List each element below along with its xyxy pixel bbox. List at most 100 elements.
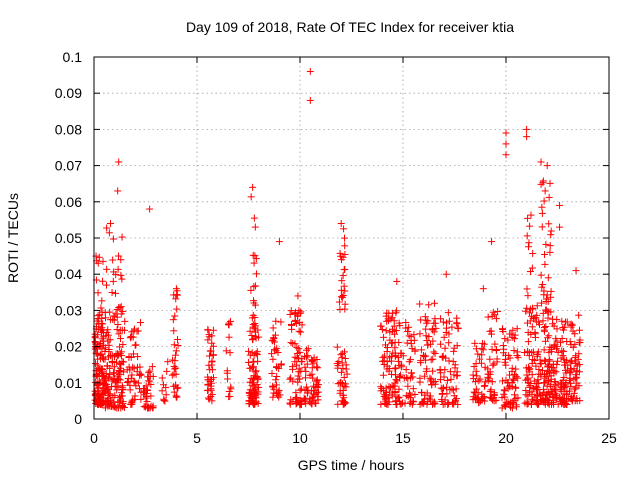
data-point — [309, 393, 317, 401]
data-point — [250, 297, 258, 305]
data-point — [402, 366, 410, 374]
data-point — [335, 298, 343, 306]
data-point — [144, 373, 152, 381]
data-point — [537, 372, 545, 380]
data-point — [523, 133, 531, 141]
data-point — [523, 319, 531, 327]
data-point — [251, 390, 259, 398]
data-point — [443, 319, 451, 327]
data-point — [393, 377, 401, 385]
x-tick-label: 15 — [395, 430, 411, 446]
data-point — [539, 385, 547, 393]
data-point — [441, 344, 449, 352]
y-tick-label: 0.06 — [55, 194, 82, 210]
data-point — [470, 388, 478, 396]
data-point — [410, 331, 418, 339]
data-point — [552, 395, 560, 403]
data-point — [300, 394, 308, 402]
data-point — [204, 336, 212, 344]
x-tick-label: 10 — [292, 430, 308, 446]
data-point — [481, 397, 489, 405]
data-point — [501, 387, 509, 395]
data-point — [249, 323, 257, 331]
data-point — [101, 314, 109, 322]
data-point — [288, 363, 296, 371]
data-point — [528, 359, 536, 367]
data-point — [116, 326, 124, 334]
data-point — [470, 363, 478, 371]
data-point — [533, 311, 541, 319]
data-point — [296, 309, 304, 317]
data-point — [528, 264, 536, 272]
data-point — [93, 344, 101, 352]
data-point — [209, 342, 217, 350]
data-point — [407, 340, 415, 348]
data-point — [536, 391, 544, 399]
data-point — [534, 400, 542, 408]
data-point — [274, 349, 282, 357]
data-point — [522, 307, 530, 315]
data-point — [270, 385, 278, 393]
data-point — [251, 282, 259, 290]
data-point — [253, 381, 261, 389]
data-point — [541, 187, 549, 195]
data-point — [502, 400, 510, 408]
data-point — [472, 345, 480, 353]
data-point — [524, 328, 532, 336]
data-point — [540, 291, 548, 299]
data-point — [566, 338, 574, 346]
data-point — [538, 283, 546, 291]
data-point — [341, 287, 349, 295]
data-point — [113, 379, 121, 387]
data-point — [575, 326, 583, 334]
data-point — [471, 378, 479, 386]
data-point — [526, 268, 534, 276]
data-point — [478, 351, 486, 359]
data-point — [126, 386, 134, 394]
data-point — [116, 360, 124, 368]
data-point — [287, 374, 295, 382]
data-point — [384, 343, 392, 351]
data-point — [205, 331, 213, 339]
data-point — [547, 308, 555, 316]
data-point — [484, 370, 492, 378]
data-point — [508, 364, 516, 372]
data-point — [117, 367, 125, 375]
data-point — [492, 347, 500, 355]
data-points — [91, 67, 584, 412]
data-point — [340, 265, 348, 273]
data-point — [103, 401, 111, 409]
y-tick-label: 0.04 — [55, 266, 82, 282]
data-point — [454, 325, 462, 333]
data-point — [556, 339, 564, 347]
data-point — [502, 151, 510, 159]
data-point — [383, 400, 391, 408]
data-point — [524, 374, 532, 382]
data-point — [222, 347, 230, 355]
data-point — [494, 308, 502, 316]
data-point — [172, 381, 180, 389]
data-point — [556, 223, 564, 231]
data-point — [397, 363, 405, 371]
data-point — [546, 242, 554, 250]
data-point — [546, 383, 554, 391]
data-point — [539, 177, 547, 185]
data-point — [567, 368, 575, 376]
data-point — [575, 382, 583, 390]
data-point — [450, 400, 458, 408]
x-axis-label: GPS time / hours — [298, 457, 405, 473]
data-point — [161, 397, 169, 405]
data-point — [445, 330, 453, 338]
data-point — [110, 312, 118, 320]
data-point — [402, 319, 410, 327]
data-point — [528, 349, 536, 357]
data-point — [553, 394, 561, 402]
data-point — [297, 385, 305, 393]
data-point — [109, 315, 117, 323]
data-point — [544, 362, 552, 370]
data-point — [419, 351, 427, 359]
data-point — [425, 394, 433, 402]
data-point — [341, 380, 349, 388]
data-point — [251, 223, 259, 231]
data-point — [521, 349, 529, 357]
